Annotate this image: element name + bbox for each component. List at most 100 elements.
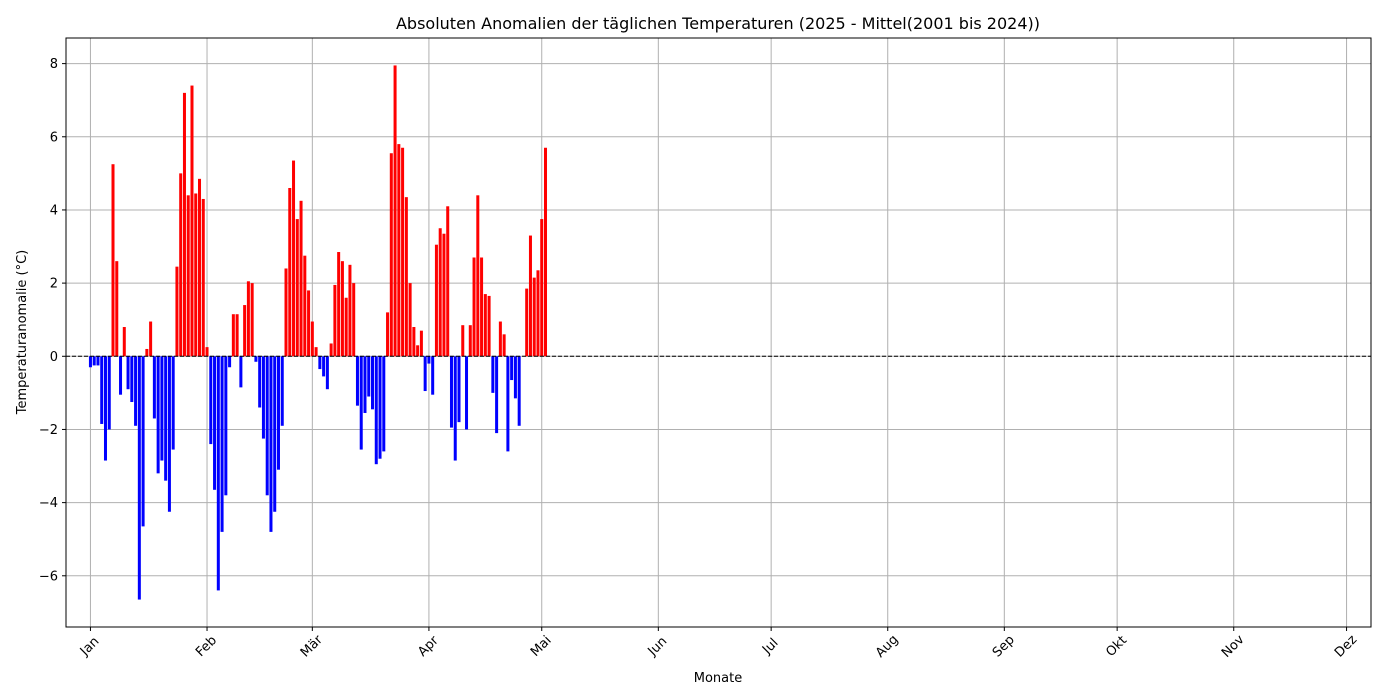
bar (446, 206, 450, 357)
bar (295, 219, 299, 357)
bar (344, 297, 348, 357)
x-tick-label: Sep (990, 633, 1018, 661)
bar (284, 268, 288, 357)
bar (498, 321, 502, 357)
bar (378, 356, 382, 459)
bar (363, 356, 367, 413)
bar (103, 356, 107, 461)
bar (322, 356, 326, 377)
bar (495, 356, 499, 434)
x-tick-label: Mai (528, 633, 555, 660)
bar (382, 356, 386, 452)
bar (239, 356, 243, 388)
bar (393, 65, 397, 357)
bar (404, 197, 408, 357)
bar (160, 356, 164, 461)
bar (115, 261, 119, 357)
bar (194, 193, 198, 357)
bar (96, 356, 100, 366)
bar (540, 219, 544, 357)
bar (224, 356, 228, 496)
bar (307, 290, 311, 357)
bar (280, 356, 284, 426)
bar (216, 356, 220, 591)
bar (419, 330, 423, 357)
bar (401, 147, 405, 357)
x-tick-label: Aug (873, 632, 902, 661)
bars (88, 65, 548, 600)
bar (337, 252, 341, 357)
bar (543, 147, 548, 357)
bar (487, 295, 491, 357)
bar (141, 356, 145, 527)
bar (152, 356, 156, 419)
bar (198, 178, 202, 357)
bar (528, 235, 532, 357)
bar (352, 283, 356, 357)
bar (130, 356, 134, 403)
bar (145, 348, 149, 357)
y-tick-label: 6 (50, 130, 58, 145)
x-tick-label: Dez (1332, 632, 1360, 660)
bar (423, 356, 427, 392)
bar (190, 85, 194, 357)
bar (397, 144, 401, 357)
bar (453, 356, 457, 461)
bar (243, 305, 247, 357)
bar (502, 334, 506, 357)
bar (186, 195, 190, 357)
bar (235, 314, 239, 357)
bar (273, 356, 277, 512)
bar (480, 257, 484, 357)
bar (258, 356, 262, 408)
bar (164, 356, 168, 481)
bar (246, 281, 250, 357)
bar (386, 312, 390, 357)
bar (167, 356, 171, 512)
bar (348, 264, 352, 357)
bar (442, 233, 446, 357)
bar (461, 325, 465, 357)
x-tick-label: Feb (193, 633, 220, 660)
x-tick-label: Jun (645, 634, 671, 660)
bar (310, 321, 314, 357)
bar (427, 356, 431, 364)
bar (367, 356, 371, 397)
bar (506, 356, 510, 452)
y-ticks: −6 −4 −2 0 2 4 6 8 (39, 57, 66, 584)
bar (318, 356, 322, 370)
x-axis-label: Monate (694, 671, 742, 686)
x-tick-label: Mär (298, 632, 326, 660)
bar (371, 356, 375, 410)
y-tick-label: 0 (50, 350, 58, 365)
bar (476, 195, 480, 357)
bar (449, 356, 453, 428)
bar (532, 277, 536, 357)
bar (137, 356, 141, 600)
bar (288, 187, 292, 357)
y-tick-label: 8 (50, 57, 58, 72)
bar (122, 327, 126, 357)
y-tick-label: −6 (39, 569, 58, 584)
bar (465, 356, 469, 430)
bar (220, 356, 224, 532)
bar (254, 356, 258, 362)
y-tick-label: 4 (50, 203, 58, 218)
bar (107, 356, 111, 430)
bar (431, 356, 435, 395)
bar (517, 356, 521, 426)
bar (156, 356, 160, 474)
bar (209, 356, 213, 445)
bar (299, 200, 303, 357)
bar (510, 356, 514, 381)
bar (250, 283, 254, 357)
bar (182, 92, 186, 357)
bar (329, 343, 333, 357)
bar (491, 356, 495, 393)
bar (472, 257, 476, 357)
bar (468, 325, 472, 357)
bar (149, 321, 153, 357)
bar (303, 255, 307, 357)
bar (119, 356, 123, 395)
